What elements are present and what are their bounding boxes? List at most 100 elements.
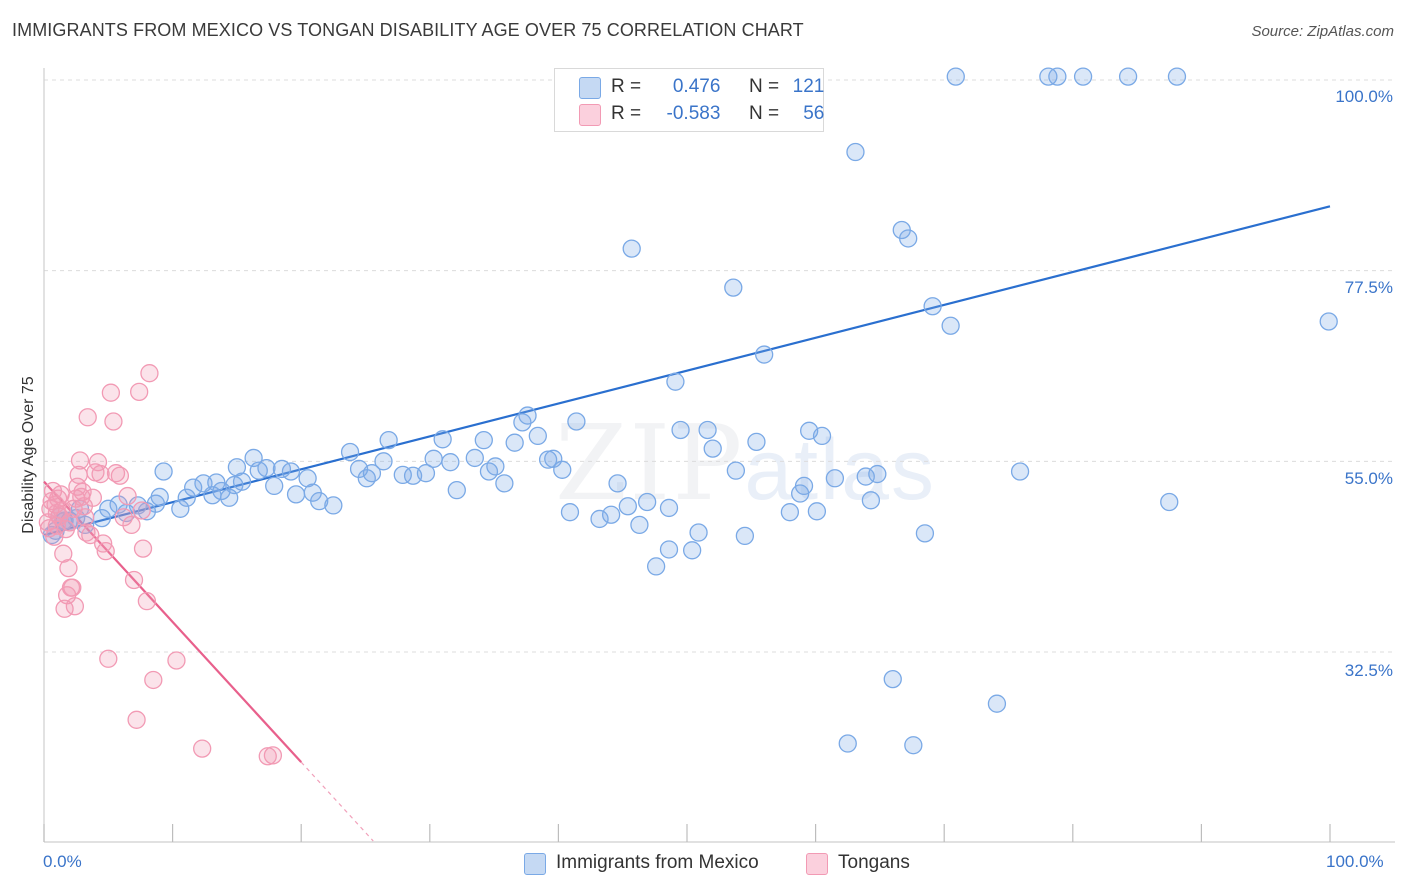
point-mexico [227,458,247,477]
point-mexico [495,474,514,493]
point-tongans [104,412,123,431]
point-mexico [915,524,935,543]
bottom-legend-swatch-mexico [524,853,546,875]
legend-r-label: R = [611,103,642,124]
point-mexico [538,450,558,469]
point-mexico [622,239,641,258]
point-mexico [724,278,743,297]
point-mexico [76,515,95,535]
point-mexico [424,449,443,468]
point-mexico [608,474,627,493]
point-mexico [825,469,845,488]
trend-line-tongans-extension [300,761,374,842]
point-tongans [51,485,70,504]
point-tongans [70,451,90,470]
point-mexico [856,467,875,486]
point-mexico [416,464,436,483]
point-mexico [735,526,755,546]
bottom-legend-swatch-tongans [806,853,828,875]
legend-n-label: N = [748,76,780,97]
source-label: Source: ZipAtlas.com [1251,23,1394,40]
point-mexico [281,462,301,481]
point-mexico [171,499,190,518]
point-mexico [1073,67,1093,86]
point-mexico [518,406,537,425]
point-tongans [130,382,149,401]
point-mexico [1048,67,1067,86]
x-tick-right: 100.0% [1326,852,1384,871]
point-tongans [63,578,82,597]
point-mexico [747,432,766,451]
point-mexico [441,453,460,472]
legend-r-label: R = [611,76,642,97]
trend-lines [43,205,1331,842]
point-mexico [682,541,702,560]
point-mexico [265,476,284,496]
legend: R = 0.476 N = 121 R = -0.583 N = 56 [554,68,824,132]
point-mexico [780,503,800,522]
point-mexico [567,412,586,431]
point-mexico [447,480,466,500]
point-mexico [528,426,547,446]
point-tongans [78,408,97,427]
point-tongans [88,453,108,472]
trend-line-mexico [43,205,1331,537]
point-mexico [560,503,580,522]
point-mexico [601,505,621,524]
point-tongans [73,482,92,501]
point-mexico [298,469,317,488]
point-mexico [659,498,679,518]
point-mexico [590,509,609,529]
point-mexico [883,669,902,689]
gridlines [44,79,1395,653]
point-mexico [1010,462,1030,481]
point-tongans [137,592,157,611]
point-mexico [505,433,524,452]
point-tongans [83,488,103,507]
point-mexico [838,734,857,753]
point-mexico [941,316,960,335]
point-tongans [99,649,118,668]
point-mexico [671,420,690,440]
point-mexico [812,426,832,446]
point-tongans [110,466,130,485]
point-mexico [286,485,306,504]
point-tongans [144,670,163,690]
point-mexico [486,457,505,476]
y-tick-55: 55.0% [1344,469,1393,488]
point-mexico [1167,67,1187,86]
y-tick-77-5: 77.5% [1344,278,1393,297]
bottom-legend-label-mexico: Immigrants from Mexico [556,852,759,873]
point-tongans [114,508,133,527]
point-tongans [167,651,186,670]
point-mexico [465,448,484,468]
axes [43,68,1395,843]
point-mexico [340,442,360,462]
point-mexico [861,491,881,510]
point-mexico [177,488,196,507]
point-tongans [81,525,100,545]
legend-r-value-tongans: -0.583 [666,103,721,124]
point-mexico [324,496,343,515]
point-tongans [122,515,141,535]
point-mexico [755,345,774,364]
point-mexico [1118,67,1138,86]
point-mexico [257,458,276,478]
point-mexico [646,557,666,576]
point-mexico [1319,312,1338,331]
point-mexico [794,476,814,496]
legend-n-value-tongans: 56 [803,103,825,124]
watermark-atlas: atlas [744,422,936,518]
point-mexico [637,492,657,512]
point-mexico [310,492,329,511]
point-mexico [154,462,173,481]
point-mexico [689,523,708,542]
point-mexico [1160,492,1179,512]
point-mexico [807,502,827,521]
point-mexico [99,499,118,518]
x-tick-left: 0.0% [43,852,82,871]
point-mexico [846,142,865,162]
point-mexico [379,430,398,450]
point-tongans [101,383,121,402]
